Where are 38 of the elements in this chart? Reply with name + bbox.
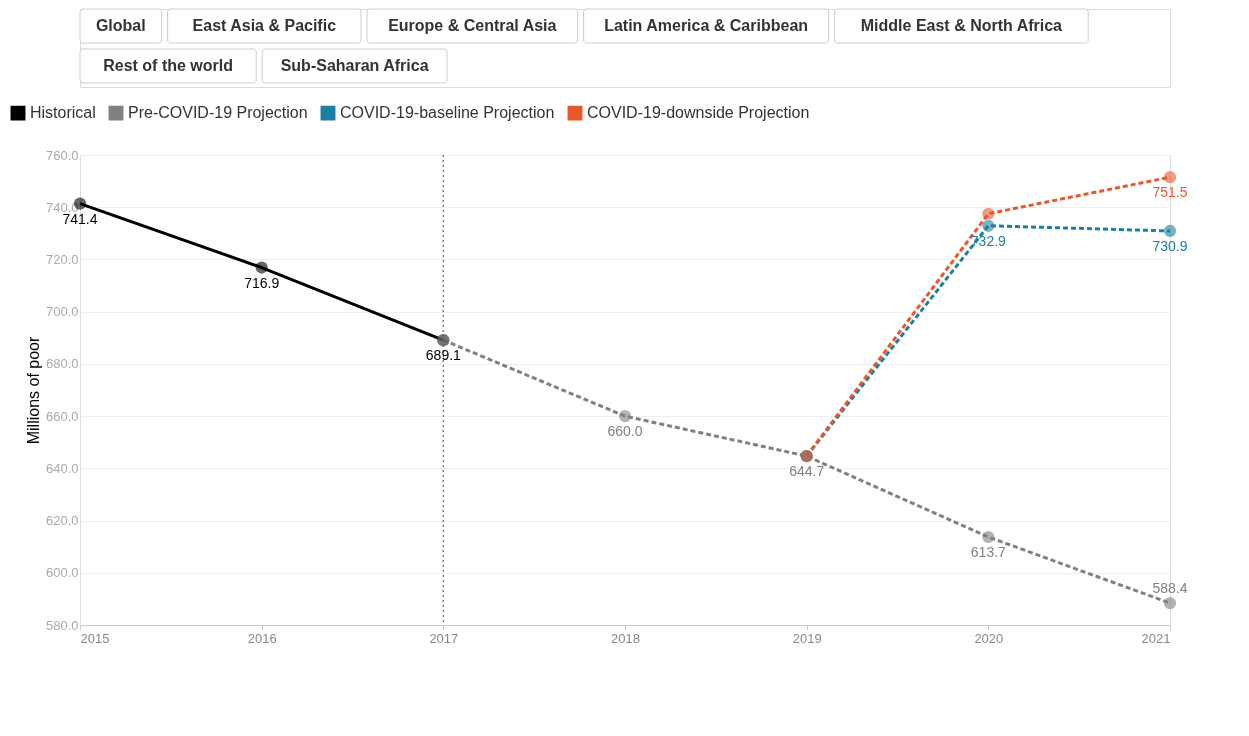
y-tick-label: 580.0 [45,617,79,633]
legend-label: Pre-COVID-19 Projection [128,104,308,122]
y-axis-title: Millions of poor [24,336,42,445]
x-tick-label: 2017 [429,630,459,646]
text: Rest of the world [103,57,233,74]
y-tick-label: 760.0 [45,147,79,163]
legend-label: COVID-19-baseline Projection [340,104,555,122]
data-label: 660.0 [607,423,643,440]
y-tick-label: 620.0 [45,513,79,529]
x-tick-label: 2018 [611,630,640,646]
legend-label: COVID-19-downside Projection [587,104,810,122]
data-label: 644.7 [789,463,825,480]
y-tick-label: 680.0 [45,356,79,372]
text: East Asia & Pacific [192,17,337,34]
data-label: 613.7 [970,544,1007,561]
text: Latin America & Caribbean [604,17,809,34]
x-tick-label: 2016 [247,630,277,646]
y-tick-label: 740.0 [45,199,79,215]
legend-label: Historical [30,104,96,122]
text: Europe & Central Asia [388,17,557,34]
x-tick-label: 2021 [1141,630,1171,646]
text: Sub-Saharan Africa [280,57,429,74]
x-tick-label: 2019 [792,630,822,646]
x-tick-label: 2020 [974,630,1004,646]
text: Middle East & North Africa [860,17,1063,34]
data-label: 732.9 [970,232,1007,249]
data-label: 716.9 [244,274,280,291]
y-tick-label: 700.0 [45,304,79,320]
y-tick-label: 660.0 [45,408,79,424]
y-tick-label: 600.0 [45,565,79,581]
y-tick-label: 720.0 [45,251,79,267]
x-tick-label: 2015 [80,630,110,646]
data-label: 588.4 [1152,580,1188,597]
data-label: 730.9 [1152,237,1188,254]
text: Global [95,17,146,34]
data-label: 689.1 [425,347,462,364]
y-tick-label: 640.0 [45,460,79,476]
data-label: 751.5 [1152,184,1188,201]
